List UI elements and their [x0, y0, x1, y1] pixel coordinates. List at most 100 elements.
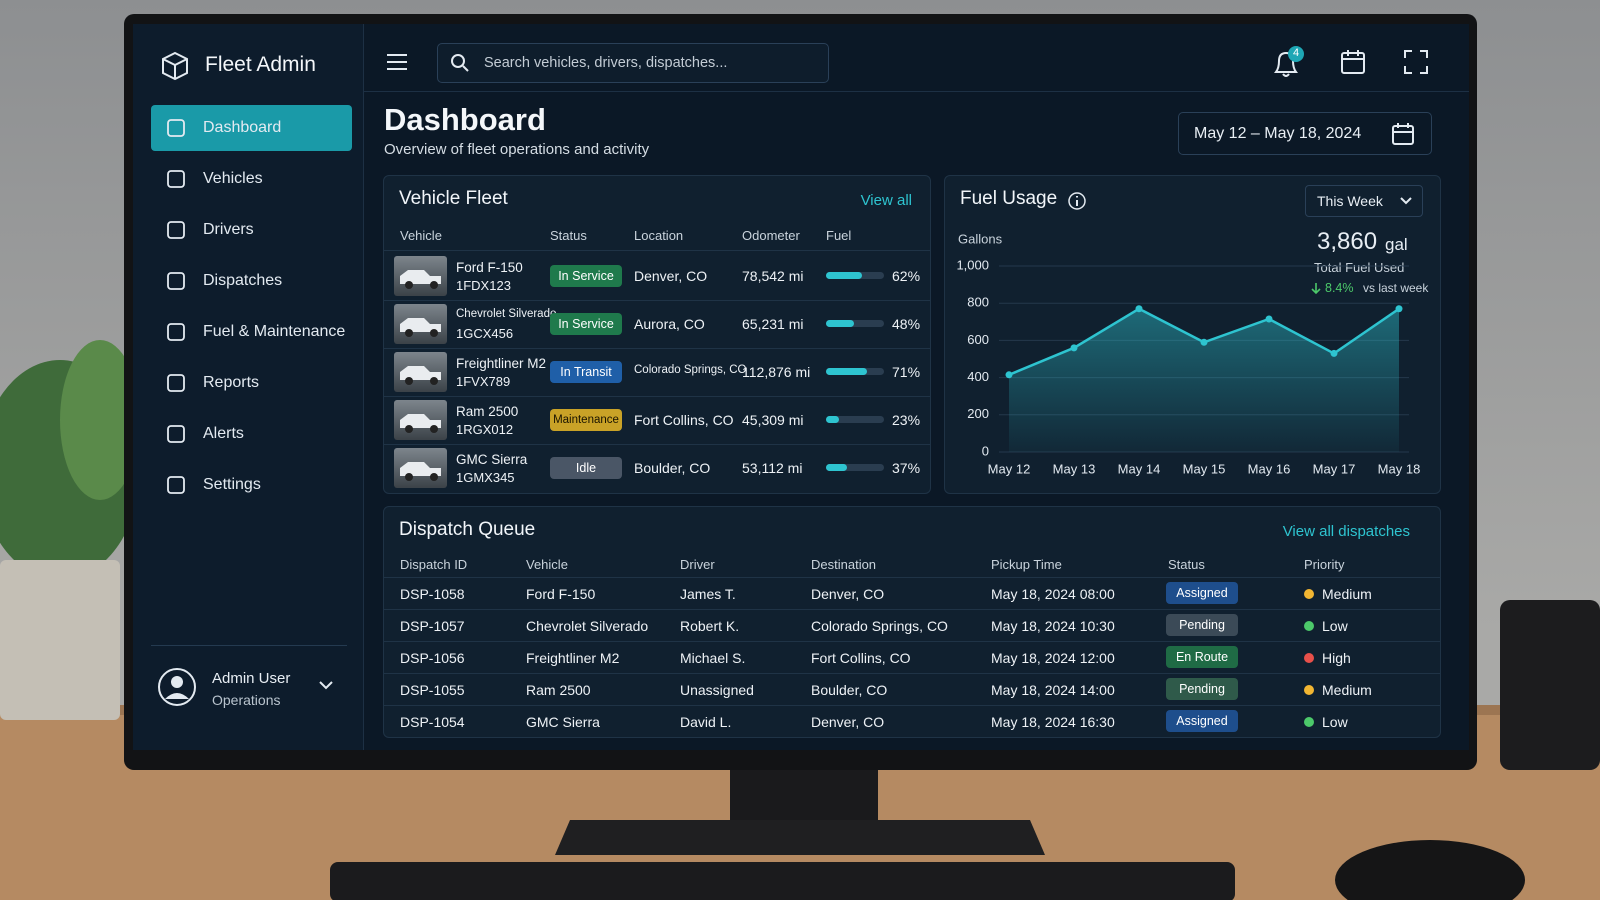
status-badge: Pending — [1166, 678, 1238, 700]
fullscreen-button[interactable] — [1403, 49, 1429, 75]
period-select[interactable]: This Week — [1305, 185, 1423, 217]
y-tick-label: 200 — [967, 406, 989, 421]
y-tick-label: 1,000 — [956, 257, 989, 272]
nav-icon — [167, 476, 185, 494]
brand: Fleet Admin — [205, 53, 316, 76]
column-header: Fuel — [826, 228, 852, 243]
nav-item[interactable]: Vehicles — [151, 156, 352, 202]
priority-dot — [1304, 653, 1314, 663]
page-subtitle: Overview of fleet operations and activit… — [384, 141, 650, 158]
column-header: Destination — [811, 557, 877, 572]
column-header: Odometer — [742, 228, 800, 243]
row-line — [384, 348, 930, 349]
user-menu[interactable] — [318, 679, 334, 691]
column-header: Status — [1168, 557, 1205, 572]
search-box[interactable]: Search vehicles, drivers, dispatches... — [437, 43, 829, 83]
fuel-bar — [826, 320, 854, 327]
y-tick-label: 400 — [967, 369, 989, 384]
cell-destination: Denver, CO — [811, 714, 885, 730]
nav-label: Dispatches — [203, 272, 283, 289]
truck-image — [400, 366, 441, 385]
column-header: Pickup Time — [991, 557, 1062, 572]
view-all-link[interactable]: View all — [860, 192, 912, 209]
y-tick-label: 0 — [982, 443, 989, 458]
nav-icon — [167, 323, 185, 341]
cell-id: DSP-1058 — [400, 586, 465, 602]
cell-vehicle: Chevrolet Silverado — [526, 618, 649, 634]
y-axis-label: Gallons — [958, 231, 1003, 246]
nav-item[interactable]: Dashboard — [151, 105, 352, 151]
nav-item[interactable]: Dispatches — [151, 258, 352, 304]
header-line — [384, 250, 930, 251]
nav-item[interactable]: Reports — [151, 360, 352, 406]
point — [1200, 338, 1208, 346]
cell-vehicle: GMC Sierra — [526, 714, 600, 730]
truck-image — [400, 462, 441, 481]
total-unit: gal — [1385, 235, 1408, 254]
location: Boulder, CO — [634, 460, 711, 476]
cell-destination: Fort Collins, CO — [811, 650, 911, 666]
priority: Medium — [1322, 586, 1372, 602]
nav-item[interactable]: Fuel & Maintenance — [151, 309, 352, 355]
point — [1330, 349, 1338, 357]
nav-item[interactable]: Drivers — [151, 207, 352, 253]
location: Fort Collins, CO — [634, 412, 734, 428]
nav-item[interactable]: Settings — [151, 462, 352, 508]
fuel-percent: 71% — [892, 364, 921, 380]
fuel-track — [826, 320, 884, 327]
notification-count: 4 — [1292, 47, 1300, 59]
x-tick-label: May 15 — [1183, 461, 1226, 476]
column-header: Priority — [1304, 557, 1345, 572]
nav-label: Settings — [203, 476, 261, 493]
page-title: Dashboard — [384, 102, 546, 137]
date-picker[interactable]: May 12 – May 18, 2024 — [1178, 112, 1432, 155]
odometer: 78,542 mi — [742, 268, 804, 284]
cell-pickup: May 18, 2024 10:30 — [991, 618, 1115, 634]
status-badge: En Route — [1166, 646, 1238, 668]
cell-destination: Colorado Springs, CO — [811, 618, 948, 634]
row-line — [384, 609, 1440, 610]
chevron — [1400, 197, 1412, 205]
column-header: Dispatch ID — [400, 557, 468, 572]
total-fuel: 3,860 — [1317, 228, 1378, 255]
cell-driver: Michael S. — [680, 650, 746, 666]
fuel-percent: 48% — [892, 316, 921, 332]
nav-label: Drivers — [203, 221, 254, 238]
status-badge: Maintenance — [550, 409, 622, 431]
fuel-bar — [826, 416, 840, 423]
vehicle-name: GMC Sierra — [456, 452, 528, 467]
cell-vehicle: Ford F-150 — [526, 586, 596, 602]
cell-id: DSP-1057 — [400, 618, 465, 634]
nav-icon — [167, 221, 185, 239]
cell-driver: Unassigned — [680, 682, 754, 698]
nav-item[interactable]: Alerts — [151, 411, 352, 457]
view-dispatches-link[interactable]: View all dispatches — [1282, 523, 1410, 540]
priority: Medium — [1322, 682, 1372, 698]
priority-dot — [1304, 685, 1314, 695]
cell-pickup: May 18, 2024 16:30 — [991, 714, 1115, 730]
row-line — [384, 577, 1440, 578]
vehicle-thumbnail — [394, 352, 447, 392]
nav-label: Dashboard — [203, 119, 282, 136]
x-tick-label: May 16 — [1248, 461, 1291, 476]
point — [1135, 305, 1143, 313]
menu-button[interactable] — [386, 52, 408, 72]
row-line — [384, 673, 1440, 674]
priority: High — [1322, 650, 1351, 666]
calendar-button[interactable] — [1339, 48, 1367, 76]
row-line — [384, 641, 1440, 642]
point — [1395, 305, 1403, 313]
column-header: Vehicle — [400, 228, 442, 243]
vehicle-thumbnail — [394, 256, 447, 296]
priority-dot — [1304, 589, 1314, 599]
screen: Fleet Admin Dashboard Vehicles Drivers Disp… — [133, 24, 1469, 750]
cell-id: DSP-1056 — [400, 650, 465, 666]
date-icon — [1392, 123, 1414, 145]
info-icon[interactable] — [1067, 191, 1087, 211]
cell-id: DSP-1055 — [400, 682, 465, 698]
nav-icon — [167, 170, 185, 188]
cell-id: DSP-1054 — [400, 714, 465, 730]
notifications[interactable] — [1270, 46, 1304, 80]
fuel-bar — [826, 272, 862, 279]
priority: Low — [1322, 618, 1348, 634]
